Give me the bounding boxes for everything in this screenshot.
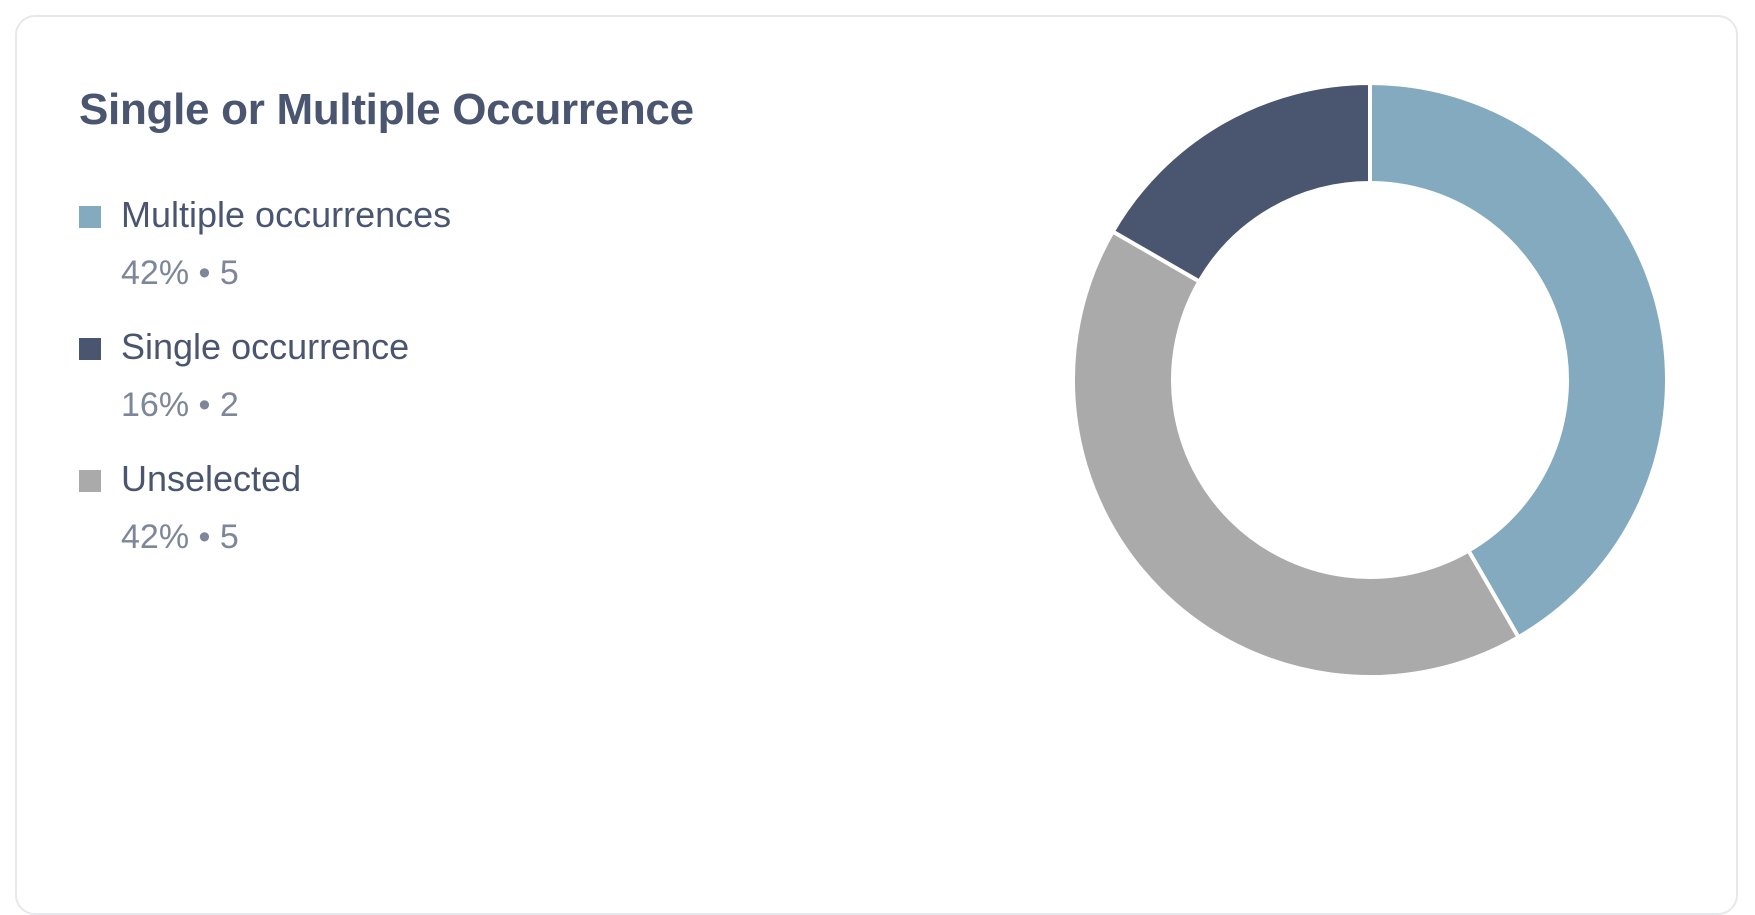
legend-stats: 16% • 2 (121, 386, 239, 424)
legend-item-unselected[interactable]: Unselected 42% • 5 (79, 457, 679, 577)
donut-slice-single-occurrence[interactable] (1110, 80, 1372, 285)
legend-label: Unselected (121, 458, 302, 499)
legend-item-single-occurrence[interactable]: Single occurrence 16% • 2 (79, 325, 679, 445)
legend-label: Multiple occurrences (121, 194, 452, 235)
donut-slice-multiple-occurrences[interactable] (1368, 80, 1670, 640)
legend-swatch-unselected (79, 470, 101, 492)
donut-chart (1071, 80, 1670, 680)
legend-swatch-multiple-occurrences (79, 206, 101, 228)
legend-item-multiple-occurrences[interactable]: Multiple occurrences 42% • 5 (79, 193, 679, 313)
legend-swatch-single-occurrence (79, 338, 101, 360)
chart-title: Single or Multiple Occurrence (79, 85, 694, 134)
legend-stats: 42% • 5 (121, 254, 239, 292)
legend-label: Single occurrence (121, 326, 410, 367)
donut-slice-unselected[interactable] (1071, 228, 1522, 680)
legend-stats: 42% • 5 (121, 518, 239, 556)
